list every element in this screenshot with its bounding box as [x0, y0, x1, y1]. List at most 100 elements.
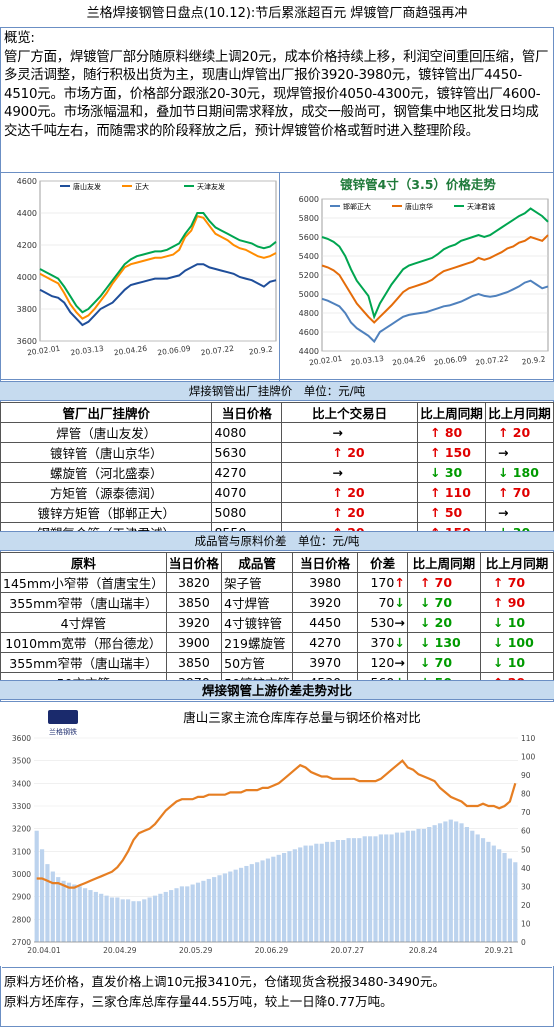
- weekly-change: ↓ 30: [416, 462, 486, 483]
- change-value: 20: [342, 445, 365, 460]
- change-value: 80: [440, 425, 463, 440]
- arrow-up-icon: ↑: [429, 445, 441, 460]
- inventory-bar: [99, 893, 104, 942]
- inventory-bar: [384, 834, 389, 942]
- column-header: 比上周同期: [416, 402, 486, 423]
- x-tick-label: 20.8.24: [409, 946, 438, 955]
- daily-change: →: [281, 422, 418, 443]
- column-header: 比上个交易日: [281, 402, 418, 423]
- raw-material: 4寸焊管: [0, 612, 167, 633]
- arrow-right-icon: →: [394, 655, 405, 670]
- inventory-bar: [50, 871, 55, 942]
- billet-price-line: [36, 759, 517, 889]
- product-name: 镀锌方矩管（邯郸正大）: [0, 502, 213, 523]
- inventory-bar: [238, 867, 244, 942]
- inventory-bar: [228, 871, 233, 942]
- inventory-bar: [174, 888, 179, 942]
- change-value: 70: [430, 655, 453, 670]
- arrow-up-icon: ↑: [492, 595, 504, 610]
- inventory-bar: [432, 825, 437, 942]
- arrow-right-icon: →: [497, 505, 509, 520]
- y-tick-label: 5600: [299, 233, 319, 242]
- inventory-bar: [185, 886, 190, 942]
- inventory-bar: [190, 884, 195, 942]
- inventory-bar: [39, 849, 45, 942]
- arrow-down-icon: ↓: [492, 635, 504, 650]
- y-left-tick-label: 2900: [12, 893, 31, 902]
- inventory-bar: [416, 828, 421, 942]
- y-right-tick-label: 80: [521, 790, 531, 799]
- table-row: 145mm小窄带（首唐宝生） 3820 架子管 3980 170↑ ↑ 70 ↑ 70: [0, 572, 554, 593]
- price-value: 5630: [211, 442, 283, 463]
- y-tick-label: 5200: [299, 271, 319, 280]
- inventory-bar: [56, 877, 61, 942]
- inventory-bar: [368, 836, 373, 942]
- y-right-tick-label: 90: [521, 771, 531, 780]
- arrow-up-icon: ↑: [429, 505, 441, 520]
- table-row: 方矩管（源泰德润） 4070 ↑ 20 ↑ 110 ↑ 70: [0, 482, 554, 503]
- daily-change: ↑ 20: [281, 442, 418, 463]
- change-value: 70: [503, 575, 526, 590]
- inventory-bar: [109, 897, 115, 942]
- table-row: 355mm窄带（唐山瑞丰） 3850 4寸焊管 3920 70↓ ↓ 70 ↑ 90: [0, 592, 554, 613]
- footer-notes: 原料方坯价格，直发价格上调10元报3410元，仓储现货含税报3480-3490元…: [2, 967, 552, 1025]
- arrow-up-icon: ↑: [394, 575, 405, 590]
- series-line-3: [39, 212, 277, 314]
- change-value: 20: [508, 425, 531, 440]
- arrow-down-icon: ↓: [394, 595, 405, 610]
- factory-table-header: 焊接钢管出厂挂牌价 单位：元/吨: [0, 381, 554, 401]
- y-left-tick-label: 3200: [12, 825, 31, 834]
- x-tick-label: 20.9.2: [248, 344, 273, 356]
- series-line-2: [39, 215, 277, 320]
- arrow-up-icon: ↑: [419, 575, 431, 590]
- footer-line-1: 原料方坯价格，直发价格上调10元报3410元，仓储现货含税报3480-3490元…: [4, 974, 445, 989]
- raw-price: 3900: [165, 632, 223, 653]
- change-value: 130: [430, 635, 461, 650]
- inventory-bar: [303, 845, 308, 942]
- arrow-down-icon: ↓: [419, 635, 431, 650]
- inventory-bar: [454, 821, 459, 942]
- inventory-chart-svg: 兰格钢铁 唐山三家主流仓库库存总量与钢坯价格对比 2700 2800 2900 3000 3…: [0, 702, 554, 966]
- inventory-bar: [88, 890, 93, 942]
- arrow-up-icon: ↑: [332, 445, 343, 460]
- change-value: 20: [342, 485, 365, 500]
- inventory-bar: [421, 828, 426, 942]
- change-value: 110: [440, 485, 471, 500]
- inventory-bar: [400, 832, 405, 942]
- monthly-change: ↓ 10: [479, 612, 554, 633]
- change-value: 70: [508, 485, 531, 500]
- chart3-title: 唐山三家主流仓库库存总量与钢坯价格对比: [183, 710, 421, 725]
- y-tick-label: 4800: [299, 309, 319, 318]
- y-tick-label: 3600: [17, 337, 37, 346]
- spread-value: 120→: [357, 652, 408, 673]
- inventory-bar: [448, 819, 453, 942]
- raw-price: 3850: [165, 592, 223, 613]
- legend-entry: 天津友发: [197, 182, 225, 191]
- weekly-change: ↑ 150: [416, 442, 486, 463]
- company-logo-text: 兰格钢铁: [49, 727, 77, 736]
- inventory-bar: [319, 843, 324, 942]
- weekly-change: ↓ 70: [406, 592, 481, 613]
- change-value: 30: [440, 465, 463, 480]
- inventory-bar: [405, 830, 410, 942]
- inventory-bar: [265, 858, 271, 942]
- spread-price-table: 原料 当日价格 成品管 当日价格 价差 比上周同期 比上月同期 145mm小窄带（首唐宝生） 3…: [0, 552, 554, 693]
- monthly-change: ↑ 70: [479, 572, 554, 593]
- table-row: 355mm窄带（唐山瑞丰） 3850 50方管 3970 120→ ↓ 70 ↓ 10: [0, 652, 554, 673]
- column-header: 价差: [357, 552, 408, 573]
- raw-material: 355mm窄带（唐山瑞丰）: [0, 592, 167, 613]
- arrow-right-icon: →: [497, 445, 509, 460]
- product-price: 3920: [292, 592, 359, 613]
- change-value: 150: [440, 445, 471, 460]
- y-tick-label: 4600: [17, 177, 37, 186]
- inventory-bar: [378, 834, 383, 942]
- spread-value: 370↓: [357, 632, 408, 653]
- inventory-bar: [34, 830, 39, 942]
- arrow-down-icon: ↓: [492, 615, 504, 630]
- weekly-change: ↑ 80: [416, 422, 486, 443]
- column-header: 成品管: [221, 552, 294, 573]
- inventory-bar: [464, 827, 469, 942]
- inventory-bar: [281, 852, 287, 942]
- arrow-down-icon: ↓: [419, 615, 431, 630]
- change-value: 100: [503, 635, 534, 650]
